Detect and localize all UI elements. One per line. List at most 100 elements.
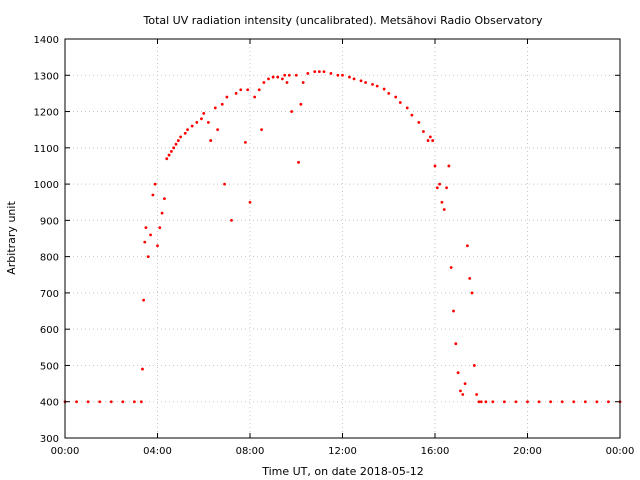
- data-point: [422, 130, 425, 133]
- data-point: [121, 400, 125, 404]
- data-point: [287, 73, 291, 77]
- axis-ticks: [64, 38, 621, 439]
- data-point: [472, 364, 476, 367]
- data-point: [75, 400, 78, 404]
- x-tick-label: 20:00: [513, 446, 542, 457]
- grid: [65, 39, 620, 438]
- data-point: [417, 121, 421, 124]
- data-point: [348, 75, 351, 79]
- data-point: [313, 70, 317, 74]
- data-point: [394, 95, 398, 99]
- data-point: [160, 211, 164, 215]
- y-tick-label: 1000: [34, 180, 59, 191]
- axis-tick-labels: 300 400 500 600 700 800 900 1000 1100 1200 1300 140…: [34, 35, 635, 457]
- data-point: [216, 128, 220, 132]
- data-point: [165, 157, 169, 161]
- data-point: [271, 75, 275, 79]
- data-point: [144, 226, 148, 230]
- y-tick-label: 300: [40, 434, 59, 445]
- data-point: [213, 106, 217, 110]
- y-tick-label: 400: [40, 398, 59, 409]
- data-point: [276, 75, 280, 79]
- data-point: [253, 95, 257, 99]
- data-point: [352, 77, 356, 81]
- data-point: [387, 92, 391, 95]
- data-point: [452, 309, 455, 313]
- data-point: [146, 255, 150, 259]
- data-point: [405, 106, 409, 110]
- data-point: [428, 135, 432, 139]
- data-point: [359, 79, 363, 83]
- data-point: [463, 382, 467, 385]
- data-point: [459, 389, 462, 393]
- data-point: [398, 101, 402, 104]
- data-point: [141, 367, 144, 371]
- y-tick-label: 700: [40, 289, 59, 300]
- data-point: [243, 140, 247, 144]
- data-point: [431, 139, 435, 142]
- data-point: [336, 73, 340, 77]
- data-point: [465, 244, 469, 248]
- data-point: [440, 200, 444, 204]
- data-point: [301, 81, 305, 84]
- data-point: [371, 82, 374, 86]
- y-tick-label: 600: [40, 325, 59, 336]
- y-tick-label: 1100: [34, 144, 59, 155]
- data-point: [329, 72, 333, 75]
- data-point: [246, 88, 250, 92]
- data-point: [468, 277, 472, 280]
- data-point: [183, 131, 187, 135]
- data-point: [454, 342, 458, 346]
- data-point: [306, 72, 310, 75]
- data-point: [248, 200, 252, 204]
- y-tick-label: 1200: [34, 108, 59, 119]
- x-tick-label: 04:00: [143, 446, 172, 457]
- data-point: [442, 208, 446, 211]
- data-point: [322, 70, 326, 74]
- data-point: [449, 266, 453, 269]
- data-series: [63, 70, 622, 404]
- data-point: [470, 291, 474, 295]
- data-point: [285, 81, 289, 84]
- data-point: [260, 128, 263, 132]
- data-point: [142, 298, 146, 302]
- x-tick-label: 00:00: [51, 446, 80, 457]
- data-point: [174, 142, 178, 146]
- data-point: [200, 117, 203, 121]
- data-point: [225, 95, 229, 99]
- data-point: [461, 393, 465, 396]
- data-point: [426, 139, 430, 142]
- data-point: [290, 110, 294, 113]
- data-point: [280, 77, 284, 81]
- y-tick-label: 900: [40, 216, 59, 227]
- x-axis-title: Time UT, on date 2018-05-12: [261, 465, 424, 478]
- data-point: [230, 218, 233, 222]
- x-tick-label: 00:00: [606, 446, 635, 457]
- data-point: [438, 182, 442, 186]
- plot-frame: [64, 38, 621, 439]
- data-point: [283, 73, 287, 77]
- data-point: [190, 124, 194, 128]
- data-point: [169, 150, 173, 153]
- data-point: [234, 92, 238, 95]
- y-tick-label: 800: [40, 253, 59, 264]
- data-point: [132, 400, 136, 404]
- data-point: [294, 73, 298, 77]
- data-point: [572, 400, 576, 404]
- data-point: [143, 240, 147, 244]
- data-point: [537, 400, 541, 404]
- data-point: [223, 182, 226, 186]
- data-point: [375, 84, 379, 88]
- data-point: [163, 197, 166, 201]
- data-point: [341, 73, 344, 77]
- data-point: [491, 400, 495, 404]
- data-point: [151, 193, 155, 197]
- data-point: [583, 400, 587, 404]
- data-point: [167, 153, 171, 157]
- data-point: [186, 128, 189, 132]
- data-point: [447, 164, 451, 168]
- y-tick-label: 500: [40, 361, 59, 372]
- data-point: [445, 186, 448, 190]
- x-tick-label: 08:00: [236, 446, 265, 457]
